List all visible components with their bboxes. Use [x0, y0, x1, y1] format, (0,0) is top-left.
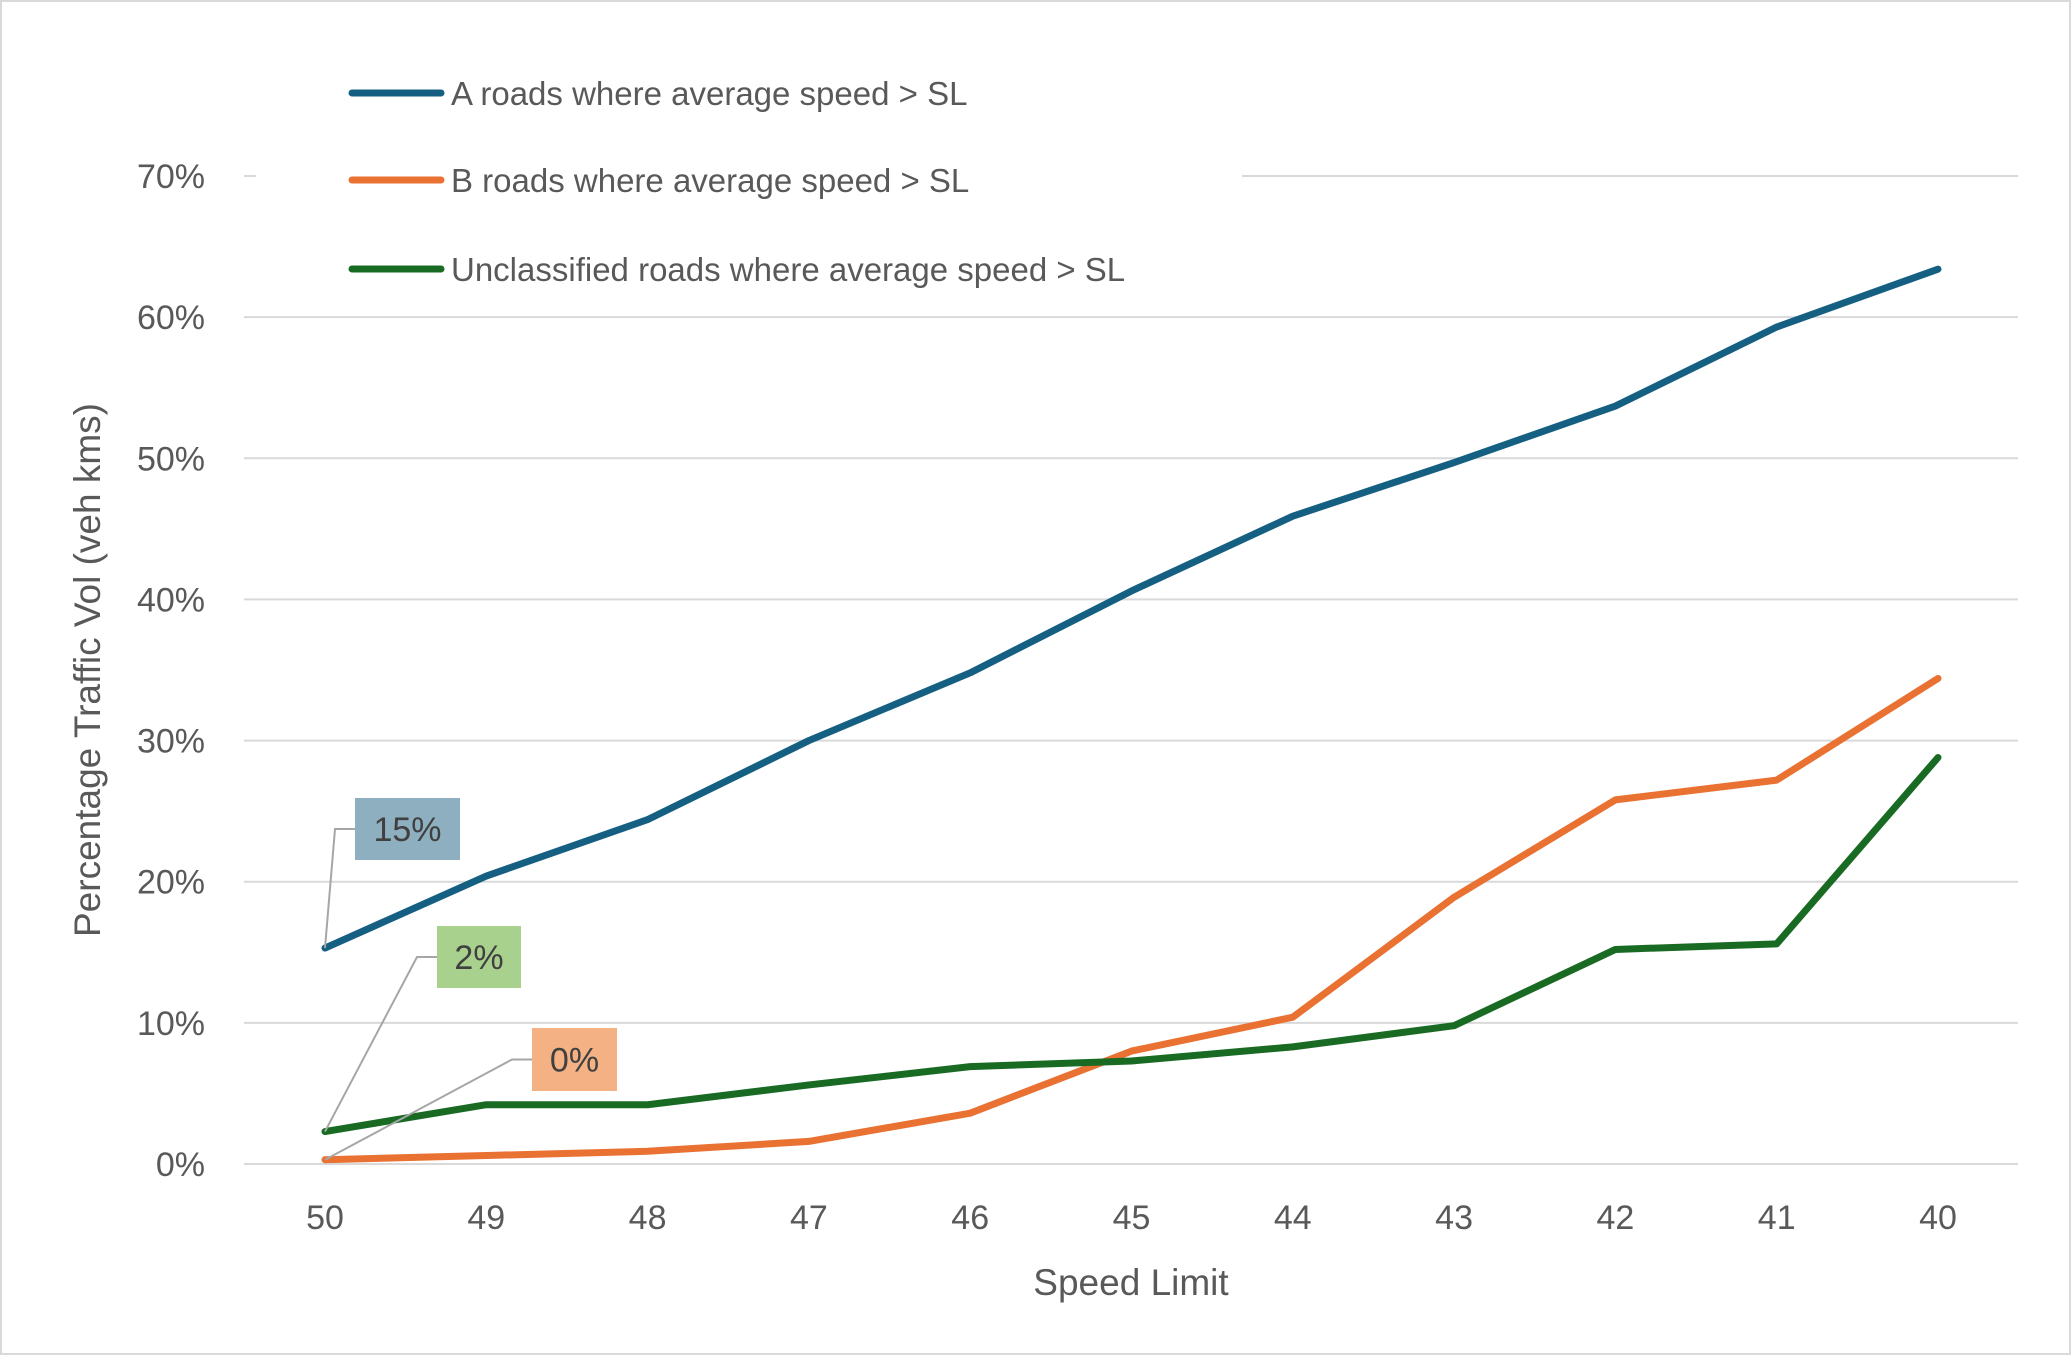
- x-tick-label: 47: [790, 1199, 828, 1237]
- series-line-1: [321, 674, 1942, 1164]
- data-label-box: [355, 798, 460, 860]
- x-tick-label: 43: [1435, 1199, 1473, 1237]
- x-tick-label: 41: [1758, 1199, 1796, 1237]
- y-tick-label: 50%: [137, 440, 205, 478]
- y-tick-label: 0%: [156, 1146, 205, 1184]
- legend-label: Unclassified roads where average speed >…: [451, 251, 1125, 288]
- data-label-box: [437, 926, 521, 988]
- y-tick-label: 40%: [137, 581, 205, 619]
- legend-label: A roads where average speed > SL: [451, 75, 967, 112]
- data-label: 2%: [454, 939, 503, 977]
- y-tick-label: 20%: [137, 864, 205, 902]
- x-tick-label: 42: [1596, 1199, 1634, 1237]
- y-axis-title: Percentage Traffic Vol (veh kms): [67, 403, 108, 937]
- data-label: 0%: [550, 1042, 599, 1080]
- y-tick-label: 70%: [137, 158, 205, 196]
- y-tick-label: 60%: [137, 299, 205, 337]
- y-tick-label: 10%: [137, 1005, 205, 1043]
- x-tick-label: 46: [951, 1199, 989, 1237]
- legend-label: B roads where average speed > SL: [451, 162, 969, 199]
- series-line-2: [321, 754, 1942, 1136]
- leader-line: [324, 1058, 532, 1161]
- y-tick-label: 30%: [137, 723, 205, 761]
- data-label-box: [532, 1028, 617, 1091]
- leader-line: [324, 956, 437, 1133]
- x-tick-label: 48: [629, 1199, 667, 1237]
- x-tick-label: 45: [1113, 1199, 1151, 1237]
- x-tick-label: 40: [1919, 1199, 1957, 1237]
- x-tick-label: 49: [467, 1199, 505, 1237]
- data-label: 15%: [373, 811, 441, 849]
- x-tick-label: 44: [1274, 1199, 1312, 1237]
- x-tick-label: 50: [306, 1199, 344, 1237]
- leader-line: [324, 828, 355, 949]
- series-line-0: [321, 265, 1942, 952]
- x-axis-title: Speed Limit: [1033, 1262, 1229, 1303]
